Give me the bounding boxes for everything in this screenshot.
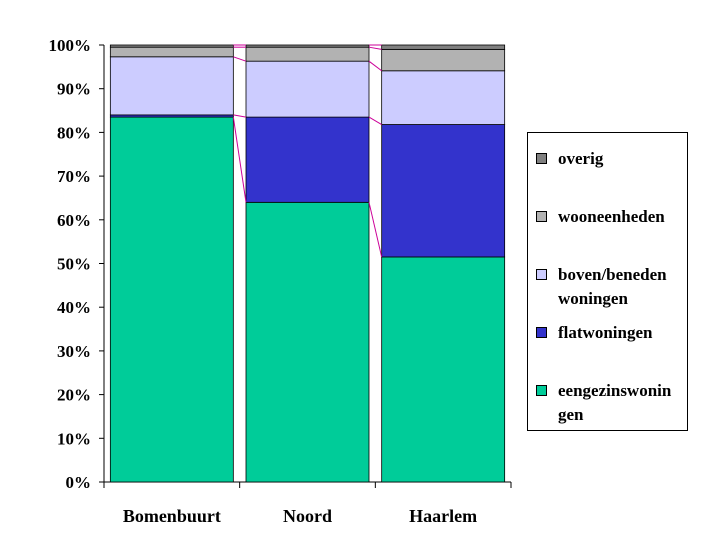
series-line [233,114,247,118]
legend-label: overig [558,149,604,168]
bar-segment [245,201,370,483]
bar-segment [109,44,234,48]
legend-swatch [536,211,547,222]
bar-segment [381,48,506,72]
y-tick-label: 80% [57,123,91,142]
y-tick-label: 60% [57,211,91,230]
y-tick-label: 40% [57,298,91,317]
bar-segment [381,44,506,50]
y-tick-label: 90% [57,80,91,99]
x-category-label: Noord [283,506,332,526]
bar-segment [109,56,234,116]
bar-segment [109,46,234,58]
x-category-label: Haarlem [409,506,477,526]
legend: overig wooneenheden boven/beneden woningen… [527,132,688,431]
series-line [368,202,383,258]
legend-label: flatwoningen [558,323,653,342]
series-line [232,117,247,203]
bar-segment [245,44,370,48]
bar-segment [109,116,234,483]
series-line [368,60,382,72]
y-tick-label: 50% [57,255,91,274]
legend-label: wooneenheden [558,207,665,226]
bar-segment [381,124,506,258]
bar-segment [245,116,370,203]
y-tick-label: 0% [66,473,92,492]
bar-segment [381,256,506,483]
bar-segment [245,60,370,118]
legend-label: eengezinswonin gen [558,381,672,424]
y-tick-label: 10% [57,429,91,448]
y-tick-label: 70% [57,167,91,186]
legend-label: boven/beneden woningen [558,265,667,308]
series-line [368,116,382,125]
plot-area: 0% 10% 20% 30% 40% 50% 60% 70% 80% 90% 100% Bomenbu… [49,36,512,526]
y-tick-label: 30% [57,342,91,361]
legend-swatch [536,327,547,338]
x-category-label: Bomenbuurt [123,506,221,526]
y-tick-label: 20% [57,386,91,405]
series-line [233,56,247,62]
bar-segment [381,70,506,125]
series-line [368,46,382,50]
legend-swatch [536,269,547,280]
bar-segment [245,46,370,62]
legend-swatch [536,153,547,164]
legend-swatch [536,385,547,396]
y-tick-label: 100% [49,36,92,55]
